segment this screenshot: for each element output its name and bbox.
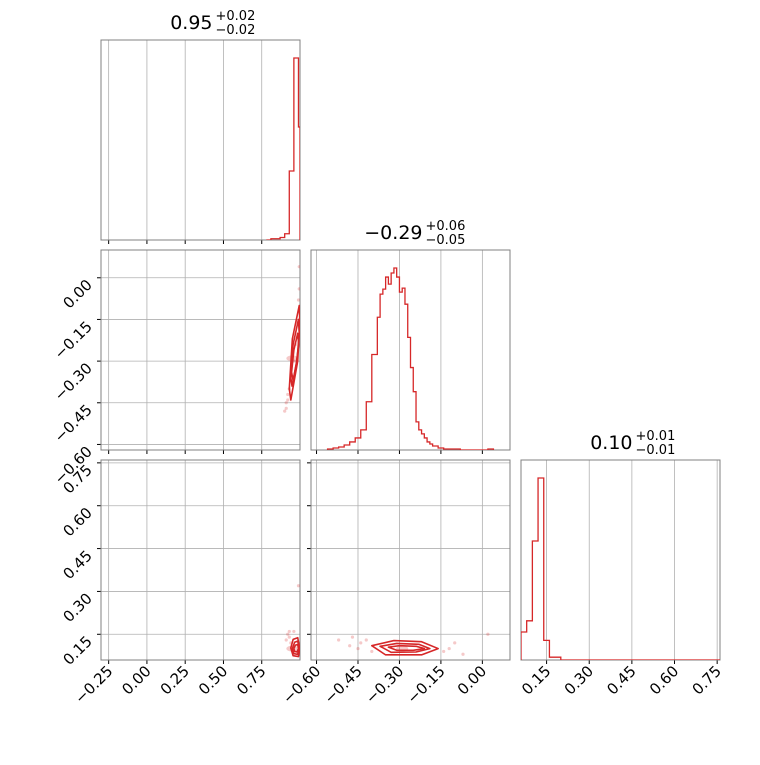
panel-frame-1-0 <box>100 249 301 451</box>
panel-frame-2-1 <box>310 459 511 661</box>
x-tick-label-2-1: 0.30 <box>561 662 597 698</box>
contour-level-0-2 <box>288 304 300 401</box>
param-title-lower-2: −0.01 <box>636 443 676 458</box>
contour-level-2-2 <box>371 639 439 656</box>
x-tick-label-0-1: 0.00 <box>118 662 154 698</box>
scatter-point-1-4 <box>287 629 291 634</box>
scatter-point-0-2 <box>286 392 290 397</box>
scatter-point-1-0 <box>286 632 290 636</box>
scatter-point-0-1 <box>284 401 288 405</box>
param-title-upper-1: +0.06 <box>426 219 466 234</box>
param-title-1: −0.29 <box>364 222 422 244</box>
scatter-point-2-10 <box>370 649 374 654</box>
scatter-point-0-11 <box>284 406 288 410</box>
x-tick-label-2-0: 0.15 <box>518 662 554 698</box>
param-title-lower-0: −0.02 <box>216 23 256 38</box>
param-title-upper-2: +0.01 <box>636 429 676 444</box>
y-tick-label-2-1: 0.30 <box>59 590 95 626</box>
x-tick-label-2-3: 0.60 <box>646 662 682 698</box>
param-title-0: 0.95 <box>170 12 212 34</box>
x-tick-label-1-3: −0.15 <box>403 662 448 707</box>
y-tick-label-1-2: −0.30 <box>51 359 96 404</box>
panel-frame-0-0 <box>100 39 301 241</box>
panel-frame-2-0 <box>100 459 301 661</box>
contour-level-2-1 <box>379 642 431 654</box>
scatter-point-1-1 <box>287 635 291 639</box>
contour-level-2-0 <box>387 644 426 652</box>
scatter-point-0-12 <box>297 265 300 269</box>
scatter-point-2-7 <box>486 632 490 636</box>
scatter-point-2-2 <box>359 641 363 645</box>
y-tick-label-1-4: 0.00 <box>59 276 95 312</box>
histogram-step-0 <box>266 57 300 240</box>
y-tick-label-2-2: 0.45 <box>59 547 95 583</box>
scatter-point-1-5 <box>292 629 296 634</box>
scatter-point-2-8 <box>348 644 352 648</box>
scatter-point-2-3 <box>364 638 368 642</box>
x-tick-label-1-1: −0.45 <box>321 662 366 707</box>
scatter-point-2-4 <box>442 649 446 654</box>
x-tick-label-2-2: 0.45 <box>603 662 639 698</box>
scatter-point-2-0 <box>337 638 341 642</box>
scatter-point-2-1 <box>350 635 355 639</box>
scatter-point-1-6 <box>284 638 288 642</box>
x-tick-label-1-2: −0.30 <box>362 662 407 707</box>
x-tick-label-1-4: 0.00 <box>454 662 490 698</box>
scatter-point-2-11 <box>356 646 360 651</box>
contour-level-1-2 <box>290 636 300 658</box>
param-title-2: 0.10 <box>590 432 632 454</box>
param-title-lower-1: −0.05 <box>426 233 466 248</box>
scatter-point-1-3 <box>296 584 300 588</box>
panel-frame-1-1 <box>310 249 511 451</box>
scatter-point-0-0 <box>283 409 287 413</box>
scatter-point-0-10 <box>286 398 290 402</box>
x-tick-label-0-0: −0.25 <box>71 662 116 707</box>
y-tick-label-1-3: −0.15 <box>51 318 96 363</box>
x-tick-label-1-0: −0.60 <box>279 662 324 707</box>
histogram-step-2 <box>521 477 720 660</box>
scatter-point-2-9 <box>447 646 451 651</box>
y-tick-label-1-1: −0.45 <box>51 401 96 446</box>
x-tick-label-2-4: 0.75 <box>689 662 725 698</box>
param-title-upper-0: +0.02 <box>216 9 256 24</box>
scatter-point-2-5 <box>453 641 457 645</box>
scatter-point-0-8 <box>296 298 300 302</box>
scatter-point-2-6 <box>461 652 465 656</box>
x-tick-label-0-4: 0.75 <box>233 662 269 698</box>
y-tick-label-2-3: 0.60 <box>59 504 95 540</box>
scatter-point-0-9 <box>297 287 300 291</box>
x-tick-label-0-3: 0.50 <box>195 662 231 698</box>
histogram-step-1 <box>326 267 495 450</box>
panel-frame-2-2 <box>520 459 721 661</box>
y-tick-label-2-0: 0.15 <box>59 632 95 668</box>
x-tick-label-0-2: 0.25 <box>157 662 193 698</box>
